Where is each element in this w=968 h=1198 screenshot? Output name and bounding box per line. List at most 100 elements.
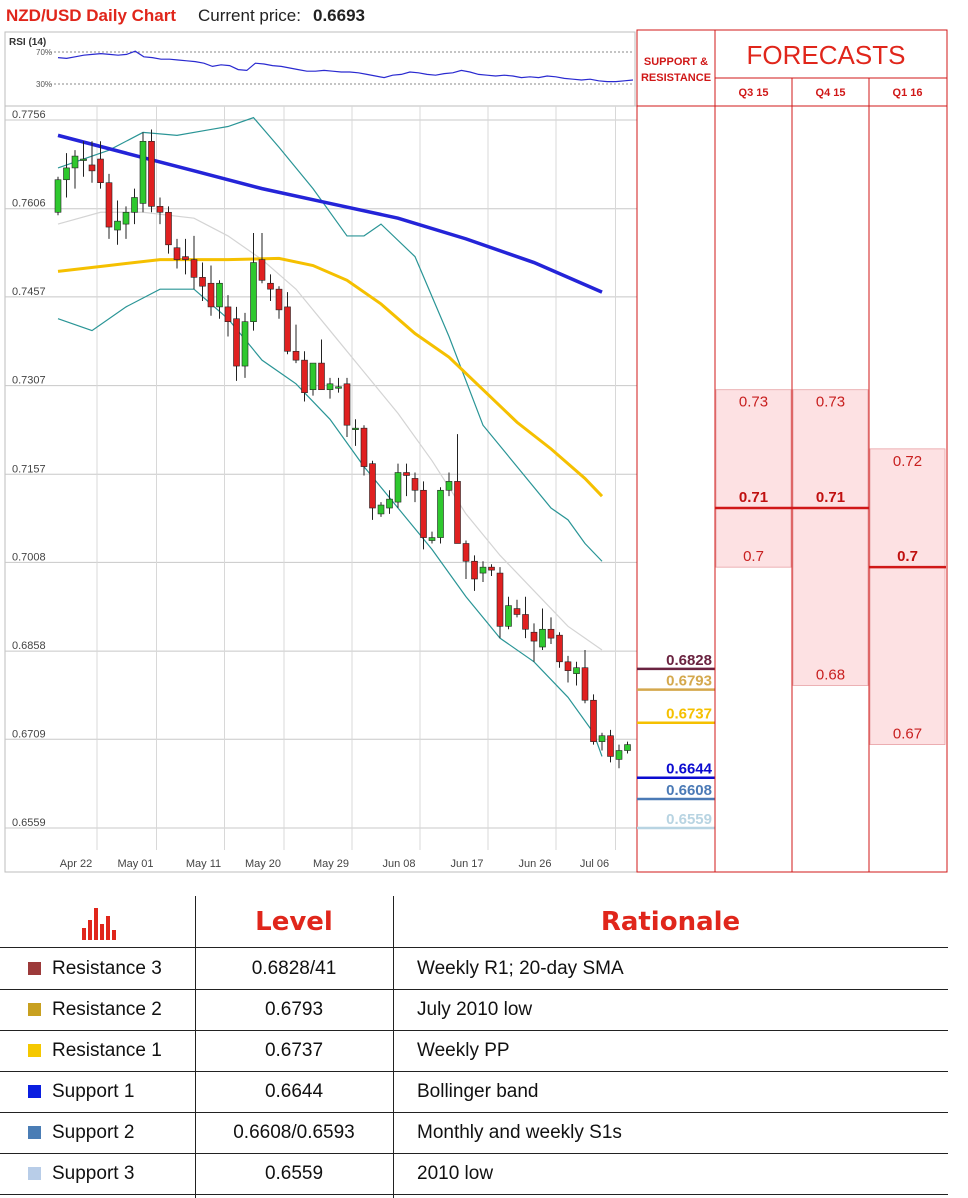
x-tick-label: Jul 06: [580, 858, 609, 870]
candle-body: [581, 667, 589, 701]
row-name: Support 1: [52, 1081, 135, 1102]
support-resistance-panel: SUPPORT & RESISTANCE 0.6828 0.6793 0.6737 0…: [636, 29, 716, 873]
candle-body: [190, 259, 198, 278]
candle-body: [216, 282, 223, 308]
candle-body: [369, 463, 376, 509]
row-rationale: July 2010 low: [417, 999, 533, 1020]
row-name: Support 3: [52, 1163, 135, 1184]
candle-body: [88, 164, 96, 172]
row-color-swatch: [28, 1167, 41, 1180]
x-tick-label: May 29: [313, 858, 349, 870]
price-panel: 0.7756 0.7606 0.7457 0.7307 0.7157 0.7008 0.68…: [4, 105, 638, 873]
y-tick-label: 0.7008: [12, 551, 46, 563]
candle-body: [505, 605, 512, 627]
candle-body: [105, 182, 113, 228]
indicator-line: [57, 288, 603, 757]
candle-body: [284, 306, 291, 352]
row-color-swatch: [28, 1044, 41, 1057]
candle-body: [131, 197, 138, 213]
candle-body: [182, 256, 189, 260]
candle-body: [547, 628, 555, 639]
row-color-swatch: [28, 1003, 41, 1016]
forecast-mid-label: 0.71: [816, 489, 845, 506]
forecast-range: [792, 389, 869, 686]
rsi-level-30: 30%: [36, 80, 52, 89]
candle-body: [530, 631, 538, 642]
row-name: Support 2: [52, 1122, 135, 1143]
forecasts-title: FORECASTS: [747, 40, 906, 70]
candle-body: [199, 277, 206, 287]
row-name: Resistance 1: [52, 1040, 162, 1061]
candle-body: [71, 155, 79, 169]
sr-level-label: 0.6828: [666, 652, 712, 669]
candle-body: [250, 262, 257, 322]
candle-body: [156, 206, 164, 213]
candle-body: [564, 661, 572, 671]
row-name: Resistance 3: [52, 958, 162, 979]
row-rationale: Bollinger band: [417, 1081, 539, 1102]
row-rationale: Weekly R1; 20-day SMA: [417, 958, 624, 979]
candle-body: [411, 478, 419, 491]
candle-body: [437, 489, 444, 538]
sr-level-label: 0.6608: [666, 782, 712, 799]
sr-level-label: 0.6793: [666, 673, 712, 690]
y-tick-label: 0.7756: [12, 109, 46, 121]
y-tick-label: 0.7307: [12, 375, 46, 387]
row-name: Resistance 2: [52, 999, 162, 1020]
forecast-column-label: Q4 15: [816, 87, 846, 99]
candle-body: [607, 735, 614, 757]
sr-header-line2: RESISTANCE: [641, 72, 711, 84]
candle-body: [114, 220, 121, 231]
candle-body: [479, 566, 487, 574]
candle-body: [165, 211, 172, 246]
row-rationale: Weekly PP: [417, 1040, 510, 1061]
table-header-rationale: Rationale: [600, 907, 741, 937]
candle-body: [394, 472, 402, 503]
candle-body: [258, 259, 266, 281]
table-row: Support 3 0.6559 2010 low: [0, 1153, 948, 1195]
nzdusd-chart: NZD/USD Daily Chart Current price: 0.669…: [4, 6, 948, 873]
candle-body: [267, 282, 274, 290]
candle-body: [513, 608, 521, 615]
candle-body: [233, 318, 240, 367]
row-color-swatch: [28, 1085, 41, 1098]
price-value: 0.6693: [313, 6, 365, 25]
candle-body: [454, 481, 461, 544]
candle-body: [615, 750, 623, 760]
x-tick-label: Jun 08: [382, 858, 415, 870]
candle-body: [63, 167, 70, 181]
row-level: 0.6608/0.6593: [233, 1122, 355, 1143]
candle-body: [573, 667, 580, 674]
rsi-level-70: 70%: [36, 48, 52, 57]
sr-level-label: 0.6644: [666, 761, 713, 778]
candle-body: [403, 472, 410, 476]
table-row: Resistance 3 0.6828/41 Weekly R1; 20-day S…: [0, 948, 948, 990]
candle-body: [301, 359, 308, 393]
forecast-high-label: 0.73: [816, 394, 845, 411]
candle-body: [309, 362, 317, 391]
candle-body: [428, 537, 436, 541]
x-tick-label: Jun 26: [518, 858, 551, 870]
candle-body: [360, 427, 368, 467]
candle-body: [97, 158, 104, 183]
candle-body: [54, 179, 62, 213]
rsi-line: [57, 50, 634, 83]
candle-body: [207, 282, 215, 308]
candle-body: [420, 489, 427, 538]
table-row: Support 1 0.6644 Bollinger band: [0, 1071, 948, 1113]
y-tick-label: 0.6858: [12, 640, 46, 652]
candle-body: [445, 481, 453, 491]
rsi-panel: RSI (14) 70% 30%: [4, 31, 636, 107]
y-tick-label: 0.7606: [12, 198, 46, 210]
forecast-column-label: Q1 16: [893, 87, 923, 99]
candle-body: [148, 140, 155, 207]
candle-body: [556, 634, 563, 663]
candle-body: [377, 504, 385, 515]
row-level: 0.6737: [264, 1040, 324, 1061]
candle-body: [496, 572, 504, 627]
table-row: Resistance 1 0.6737 Weekly PP: [0, 1030, 948, 1072]
candle-body: [224, 306, 232, 322]
candle-body: [522, 614, 529, 630]
forecast-low-label: 0.7: [743, 548, 764, 565]
x-tick-label: May 01: [117, 858, 153, 870]
